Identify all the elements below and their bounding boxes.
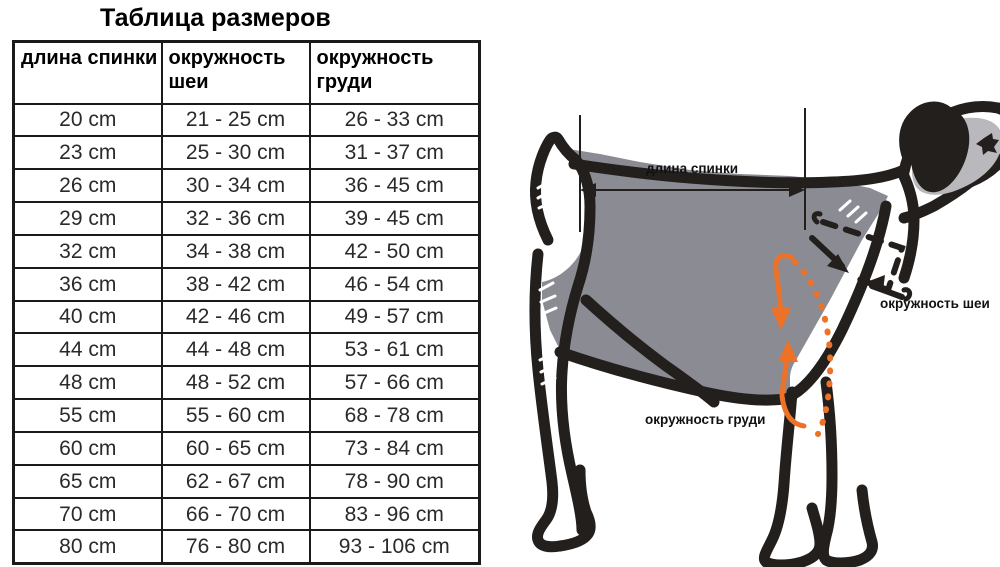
column-header-neck-girth: окружность шеи	[160, 40, 311, 105]
cell-back-length: 55 cm	[12, 398, 163, 433]
cell-chest-girth: 93 - 106 cm	[308, 529, 481, 565]
cell-back-length: 36 cm	[12, 266, 163, 302]
cell-neck-girth: 30 - 34 cm	[160, 168, 311, 204]
cell-chest-girth: 36 - 45 cm	[308, 168, 481, 204]
cell-back-length: 40 cm	[12, 299, 163, 335]
cell-back-length: 32 cm	[12, 233, 163, 269]
cell-back-length: 65 cm	[12, 463, 163, 499]
cell-back-length: 48 cm	[12, 365, 163, 401]
back-length-label: длина спинки	[646, 161, 738, 176]
table-row: 70 cm 66 - 70 cm 83 - 96 cm	[12, 496, 481, 532]
column-header-chest-girth: окружность груди	[308, 40, 481, 105]
cell-neck-girth: 44 - 48 cm	[160, 332, 311, 368]
cell-back-length: 80 cm	[12, 529, 163, 565]
neck-girth-label: окружность шеи	[880, 296, 990, 311]
cell-chest-girth: 42 - 50 cm	[308, 233, 481, 269]
table-row: 80 cm 76 - 80 cm 93 - 106 cm	[12, 529, 481, 565]
table-row: 36 cm 38 - 42 cm 46 - 54 cm	[12, 266, 481, 302]
cell-neck-girth: 38 - 42 cm	[160, 266, 311, 302]
cell-neck-girth: 76 - 80 cm	[160, 529, 311, 565]
cell-chest-girth: 46 - 54 cm	[308, 266, 481, 302]
cell-back-length: 23 cm	[12, 135, 163, 171]
table-row: 29 cm 32 - 36 cm 39 - 45 cm	[12, 201, 481, 236]
table-row: 23 cm 25 - 30 cm 31 - 37 cm	[12, 135, 481, 171]
cell-chest-girth: 53 - 61 cm	[308, 332, 481, 368]
cell-neck-girth: 32 - 36 cm	[160, 201, 311, 236]
table-row: 60 cm 60 - 65 cm 73 - 84 cm	[12, 430, 481, 466]
cell-neck-girth: 48 - 52 cm	[160, 365, 311, 401]
dog-measurement-diagram: длина спинки окружность шеи	[490, 0, 1000, 567]
cell-chest-girth: 78 - 90 cm	[308, 463, 481, 499]
chest-girth-dimension: окружность груди	[645, 253, 834, 437]
cell-back-length: 60 cm	[12, 430, 163, 466]
table-header-row: длина спинки окружность шеи окружность г…	[12, 40, 481, 105]
cell-chest-girth: 68 - 78 cm	[308, 398, 481, 433]
cell-neck-girth: 62 - 67 cm	[160, 463, 311, 499]
cell-chest-girth: 57 - 66 cm	[308, 365, 481, 401]
page-title: Таблица размеров	[100, 4, 331, 32]
cell-neck-girth: 55 - 60 cm	[160, 398, 311, 433]
cell-neck-girth: 34 - 38 cm	[160, 233, 311, 269]
cell-neck-girth: 21 - 25 cm	[160, 102, 311, 138]
dog-head-markings	[909, 105, 1000, 195]
column-header-back-length: длина спинки	[12, 40, 163, 105]
table-row: 65 cm 62 - 67 cm 78 - 90 cm	[12, 463, 481, 499]
cell-neck-girth: 66 - 70 cm	[160, 496, 311, 532]
cell-chest-girth: 39 - 45 cm	[308, 201, 481, 236]
cell-chest-girth: 31 - 37 cm	[308, 135, 481, 171]
cell-chest-girth: 73 - 84 cm	[308, 430, 481, 466]
size-table-container: длина спинки окружность шеи окружность г…	[12, 40, 481, 565]
table-row: 48 cm 48 - 52 cm 57 - 66 cm	[12, 365, 481, 401]
cell-back-length: 29 cm	[12, 201, 163, 236]
cell-chest-girth: 83 - 96 cm	[308, 496, 481, 532]
table-row: 32 cm 34 - 38 cm 42 - 50 cm	[12, 233, 481, 269]
fur-hatch-marks	[536, 179, 868, 485]
cell-back-length: 26 cm	[12, 168, 163, 204]
table-row: 20 cm 21 - 25 cm 26 - 33 cm	[12, 102, 481, 138]
cell-back-length: 44 cm	[12, 332, 163, 368]
cell-chest-girth: 49 - 57 cm	[308, 299, 481, 335]
table-row: 26 cm 30 - 34 cm 36 - 45 cm	[12, 168, 481, 204]
cell-neck-girth: 25 - 30 cm	[160, 135, 311, 171]
chest-girth-label: окружность груди	[645, 412, 765, 427]
table-row: 40 cm 42 - 46 cm 49 - 57 cm	[12, 299, 481, 335]
table-row: 44 cm 44 - 48 cm 53 - 61 cm	[12, 332, 481, 368]
back-length-dimension: длина спинки	[579, 108, 806, 232]
dog-outline	[529, 101, 1000, 567]
cell-back-length: 20 cm	[12, 102, 163, 138]
cell-neck-girth: 60 - 65 cm	[160, 430, 311, 466]
neck-girth-dimension: окружность шеи	[809, 211, 990, 311]
size-table: длина спинки окружность шеи окружность г…	[12, 40, 481, 565]
cell-chest-girth: 26 - 33 cm	[308, 102, 481, 138]
cell-back-length: 70 cm	[12, 496, 163, 532]
table-row: 55 cm 55 - 60 cm 68 - 78 cm	[12, 398, 481, 433]
cell-neck-girth: 42 - 46 cm	[160, 299, 311, 335]
